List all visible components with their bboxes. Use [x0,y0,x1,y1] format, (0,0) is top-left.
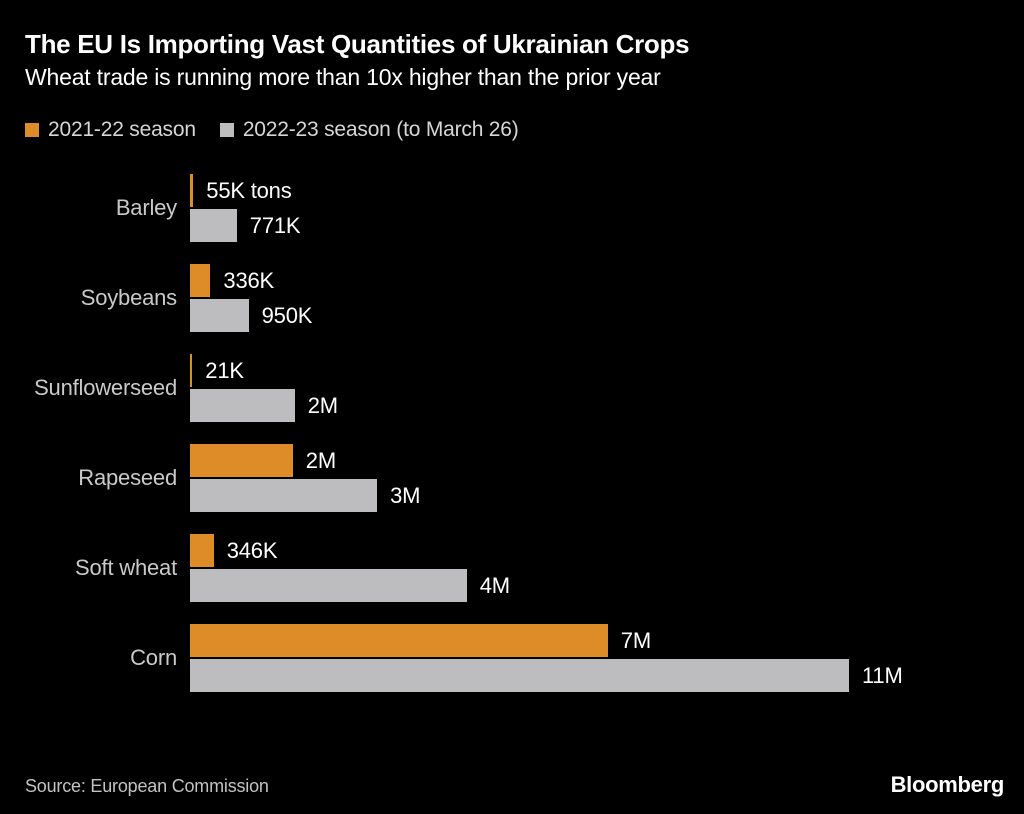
bar-2022-23 [190,299,249,332]
bar-2021-22 [190,624,608,657]
bar-group: 2M 3M [190,444,849,512]
bar-value-label: 4M [479,572,510,598]
bar-line-2021-22: 55K tons [190,174,849,207]
bar-2022-23 [190,659,849,692]
bar-line-2021-22: 346K [190,534,849,567]
bar-line-2021-22: 21K [190,354,849,387]
bar-group: 336K 950K [190,264,849,332]
bar-value-label: 336K [223,267,275,293]
legend-label-2022-23: 2022-23 season (to March 26) [242,118,519,141]
legend-item-2021-22: 2021-22 season [25,118,196,142]
source-note: Source: European Commission [25,776,269,796]
bar-value-label: 7M [620,627,651,653]
bar-line-2022-23: 3M [190,479,849,512]
category-label: Soft wheat [75,555,177,580]
bar-line-2022-23: 4M [190,569,849,602]
bar-value-label: 2M [307,392,338,418]
category-label: Rapeseed [78,465,177,490]
legend-swatch-orange-icon [25,123,39,137]
legend: 2021-22 season 2022-23 season (to March … [25,118,1004,142]
chart-row: Soft wheat 346K 4M [25,534,1004,602]
chart-row: Barley 55K tons 771K [25,174,1004,242]
page-title: The EU Is Importing Vast Quantities of U… [25,29,690,59]
bar-2021-22 [190,444,293,477]
bar-value-label: 2M [305,447,336,473]
bar-value-label: 771K [249,212,301,238]
legend-item-2022-23: 2022-23 season (to March 26) [219,118,519,142]
bloomberg-logo: Bloomberg [890,772,1005,797]
bar-value-label: 3M [390,482,421,508]
legend-swatch-gray-icon [219,123,234,137]
bar-2021-22 [190,354,193,387]
chart-subtitle: Wheat trade is running more than 10x hig… [25,64,661,90]
bar-value-label: 346K [226,537,278,563]
legend-label-2021-22: 2021-22 season [48,118,196,141]
bar-line-2022-23: 2M [190,389,849,422]
chart-row: Soybeans 336K 950K [25,264,1004,332]
bar-line-2021-22: 2M [190,444,849,477]
bar-value-label: 55K tons [206,177,292,203]
bar-group: 21K 2M [190,354,849,422]
bar-group: 55K tons 771K [190,174,849,242]
bar-line-2022-23: 11M [190,659,903,692]
bar-2022-23 [190,209,237,242]
chart-row: Sunflowerseed 21K 2M [25,354,1004,422]
chart-row: Rapeseed 2M 3M [25,444,1004,512]
category-label: Corn [130,645,177,670]
bar-2022-23 [190,479,378,512]
bar-chart: Barley 55K tons 771K Soybeans 336K [25,174,1004,692]
category-label: Sunflowerseed [34,375,177,400]
bar-2021-22 [190,264,211,297]
bar-2022-23 [190,389,295,422]
bar-group: 7M 11M [190,624,903,692]
bar-value-label: 21K [205,357,244,383]
bar-group: 346K 4M [190,534,849,602]
bar-2022-23 [190,569,467,602]
bar-value-label: 950K [261,302,313,328]
category-label: Soybeans [80,285,177,310]
bar-line-2021-22: 336K [190,264,849,297]
bar-value-label: 11M [862,662,903,688]
chart-footer: Source: European Commission Bloomberg [25,772,1004,798]
bar-line-2022-23: 771K [190,209,849,242]
category-label: Barley [115,195,177,220]
bar-line-2022-23: 950K [190,299,849,332]
bar-2021-22 [190,534,214,567]
bar-2021-22 [190,174,194,207]
chart-row: Corn 7M 11M [25,624,1004,692]
bar-line-2021-22: 7M [190,624,849,657]
